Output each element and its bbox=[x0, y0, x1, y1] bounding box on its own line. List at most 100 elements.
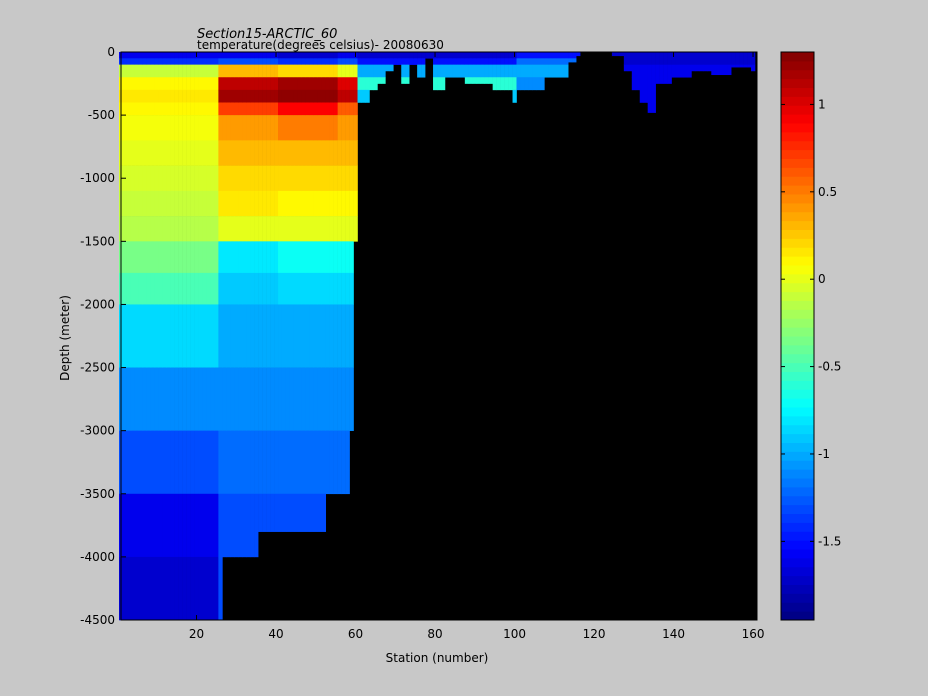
temperature-cell bbox=[417, 52, 422, 59]
temperature-cell bbox=[301, 241, 307, 274]
temperature-cell bbox=[174, 140, 179, 166]
temperature-cell bbox=[138, 165, 144, 192]
temperature-cell bbox=[341, 89, 346, 103]
temperature-cell bbox=[647, 102, 652, 113]
temperature-cell bbox=[138, 89, 144, 103]
temperature-cell bbox=[433, 77, 438, 91]
temperature-cell bbox=[138, 102, 144, 116]
temperature-cell bbox=[186, 304, 191, 368]
temperature-cell bbox=[452, 58, 458, 65]
temperature-cell bbox=[309, 140, 315, 166]
temperature-cell bbox=[178, 77, 183, 91]
temperature-cell bbox=[281, 115, 287, 141]
temperature-cell bbox=[345, 190, 350, 217]
temperature-cell bbox=[154, 77, 160, 91]
temperature-cell bbox=[393, 58, 398, 65]
temperature-cell bbox=[266, 190, 271, 217]
temperature-cell bbox=[238, 430, 243, 495]
temperature-cell bbox=[329, 304, 334, 368]
temperature-cell bbox=[524, 58, 529, 65]
temperature-cell bbox=[130, 140, 136, 166]
temperature-cell bbox=[444, 64, 450, 78]
temperature-cell bbox=[250, 64, 255, 78]
temperature-cell bbox=[301, 102, 307, 116]
temperature-cell bbox=[285, 493, 291, 532]
temperature-cell bbox=[301, 216, 307, 242]
temperature-cell bbox=[210, 216, 215, 242]
temperature-cell bbox=[389, 52, 394, 59]
temperature-cell bbox=[480, 77, 486, 84]
temperature-cell bbox=[134, 64, 140, 78]
temperature-cell bbox=[238, 140, 243, 166]
temperature-cell bbox=[186, 102, 191, 116]
temperature-cell bbox=[142, 241, 148, 274]
temperature-cell bbox=[429, 52, 434, 59]
temperature-cell bbox=[266, 493, 271, 532]
temperature-cell bbox=[202, 115, 207, 141]
temperature-cell bbox=[337, 52, 342, 59]
temperature-cell bbox=[186, 52, 191, 59]
temperature-cell bbox=[325, 52, 330, 59]
temperature-cell bbox=[321, 89, 327, 103]
temperature-cell bbox=[341, 102, 346, 116]
temperature-cell bbox=[218, 304, 223, 368]
temperature-cell bbox=[218, 89, 223, 103]
temperature-cell bbox=[405, 58, 410, 65]
temperature-cell bbox=[345, 216, 350, 242]
temperature-cell bbox=[743, 64, 748, 68]
colorbar-segment bbox=[781, 442, 814, 452]
temperature-cell bbox=[333, 304, 338, 368]
temperature-cell bbox=[433, 64, 438, 78]
temperature-cell bbox=[150, 304, 156, 368]
temperature-cell bbox=[536, 58, 541, 65]
temperature-cell bbox=[627, 58, 633, 65]
temperature-cell bbox=[313, 304, 319, 368]
temperature-cell bbox=[146, 64, 152, 78]
temperature-cell bbox=[289, 241, 295, 274]
temperature-cell bbox=[246, 58, 251, 65]
temperature-cell bbox=[373, 77, 378, 91]
temperature-cell bbox=[695, 64, 700, 72]
colorbar-segment bbox=[781, 105, 814, 115]
temperature-cell bbox=[214, 115, 219, 141]
temperature-cell bbox=[313, 216, 319, 242]
temperature-cell bbox=[270, 216, 275, 242]
colorbar-segment bbox=[781, 344, 814, 355]
temperature-cell bbox=[142, 493, 148, 558]
temperature-cell bbox=[210, 190, 215, 217]
colorbar-segment bbox=[781, 52, 814, 62]
temperature-cell bbox=[305, 89, 311, 103]
colorbar-segment bbox=[781, 584, 814, 594]
temperature-cell bbox=[333, 216, 338, 242]
temperature-cell bbox=[150, 102, 156, 116]
temperature-cell bbox=[262, 241, 267, 274]
temperature-cell bbox=[345, 64, 350, 78]
temperature-cell bbox=[293, 64, 299, 78]
temperature-cell bbox=[190, 367, 195, 431]
temperature-cell bbox=[174, 304, 179, 368]
temperature-cell bbox=[389, 64, 394, 72]
temperature-cell bbox=[464, 52, 470, 59]
temperature-cell bbox=[631, 64, 637, 78]
temperature-cell bbox=[405, 64, 410, 78]
temperature-cell bbox=[262, 272, 267, 305]
temperature-cell bbox=[234, 430, 239, 495]
temperature-cell bbox=[572, 58, 577, 63]
temperature-cell bbox=[246, 115, 251, 141]
temperature-cell bbox=[293, 190, 299, 217]
temperature-cell bbox=[246, 64, 251, 78]
temperature-cell bbox=[301, 190, 307, 217]
temperature-cell bbox=[409, 52, 414, 59]
temperature-cell bbox=[266, 58, 271, 65]
temperature-cell bbox=[182, 165, 187, 192]
temperature-cell bbox=[337, 77, 342, 91]
temperature-cell bbox=[270, 77, 275, 91]
temperature-cell bbox=[504, 52, 509, 59]
temperature-cell bbox=[285, 241, 291, 274]
temperature-cell bbox=[138, 190, 144, 217]
temperature-cell bbox=[270, 89, 275, 103]
temperature-cell bbox=[631, 58, 637, 65]
temperature-cell bbox=[126, 272, 132, 305]
temperature-cell bbox=[337, 165, 342, 192]
temperature-cell bbox=[699, 64, 704, 72]
